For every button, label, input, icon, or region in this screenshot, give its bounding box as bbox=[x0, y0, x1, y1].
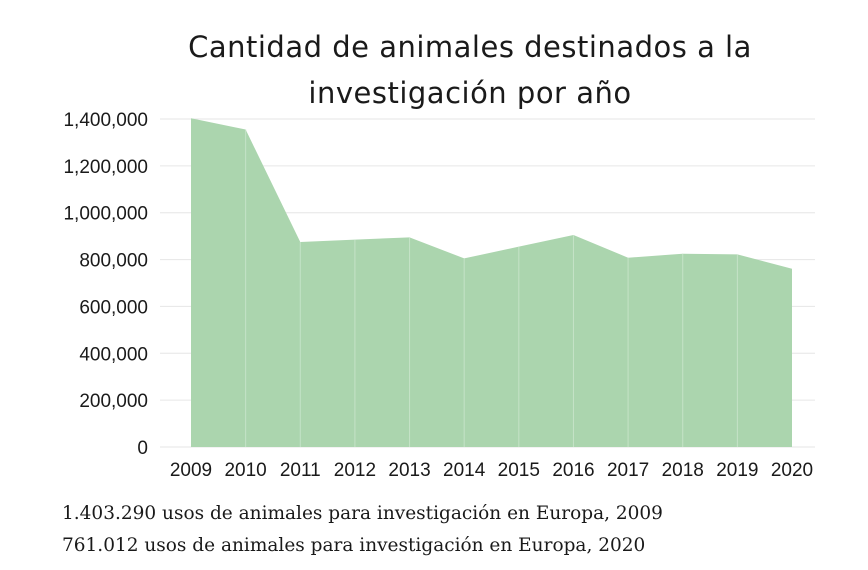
y-tick-label: 400,000 bbox=[79, 344, 148, 365]
x-axis: 2009 2010 2011 2012 2013 2014 2015 2016 2017 2018… bbox=[170, 460, 813, 481]
y-tick-label: 800,000 bbox=[79, 251, 148, 272]
x-tick-label: 2020 bbox=[771, 460, 813, 481]
x-tick-label: 2012 bbox=[334, 460, 376, 481]
area-fill bbox=[191, 118, 792, 448]
area-series bbox=[190, 118, 793, 448]
x-tick-label: 2019 bbox=[716, 460, 758, 481]
footnotes: 1.403.290 usos de animales para investig… bbox=[62, 498, 663, 562]
chart-title-line-1: Cantidad de animales destinados a la bbox=[188, 30, 752, 64]
chart-title-line-2: investigación por año bbox=[308, 76, 632, 110]
y-tick-label: 1,400,000 bbox=[63, 110, 148, 131]
y-tick-label: 1,200,000 bbox=[63, 157, 148, 178]
y-axis: 0 200,000 400,000 600,000 800,000 1,000,000 1,… bbox=[63, 110, 148, 459]
x-tick-label: 2017 bbox=[607, 460, 649, 481]
y-tick-label: 600,000 bbox=[79, 297, 148, 318]
footnote-2020: 761.012 usos de animales para investigac… bbox=[62, 535, 646, 556]
x-tick-label: 2016 bbox=[552, 460, 594, 481]
chart-title: Cantidad de animales destinados a la inv… bbox=[120, 24, 820, 116]
x-tick-label: 2015 bbox=[498, 460, 540, 481]
x-tick-label: 2018 bbox=[662, 460, 704, 481]
y-tick-label: 1,000,000 bbox=[63, 204, 148, 225]
x-tick-label: 2014 bbox=[443, 460, 486, 481]
x-tick-label: 2010 bbox=[224, 460, 266, 481]
footnote-2009: 1.403.290 usos de animales para investig… bbox=[62, 503, 663, 524]
x-tick-label: 2009 bbox=[170, 460, 212, 481]
x-tick-label: 2011 bbox=[280, 460, 321, 481]
x-tick-label: 2013 bbox=[388, 460, 430, 481]
y-tick-label: 0 bbox=[137, 438, 148, 459]
y-tick-label: 200,000 bbox=[79, 391, 148, 412]
